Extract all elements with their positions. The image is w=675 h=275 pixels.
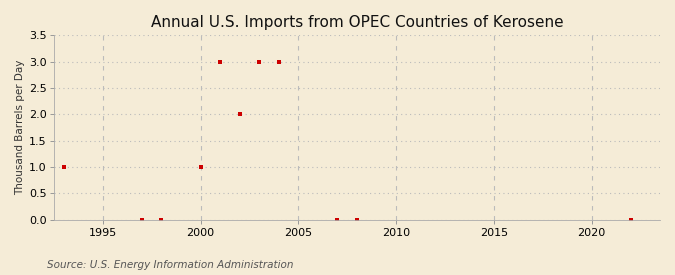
Y-axis label: Thousand Barrels per Day: Thousand Barrels per Day <box>15 60 25 195</box>
Text: Source: U.S. Energy Information Administration: Source: U.S. Energy Information Administ… <box>47 260 294 270</box>
Title: Annual U.S. Imports from OPEC Countries of Kerosene: Annual U.S. Imports from OPEC Countries … <box>151 15 563 30</box>
